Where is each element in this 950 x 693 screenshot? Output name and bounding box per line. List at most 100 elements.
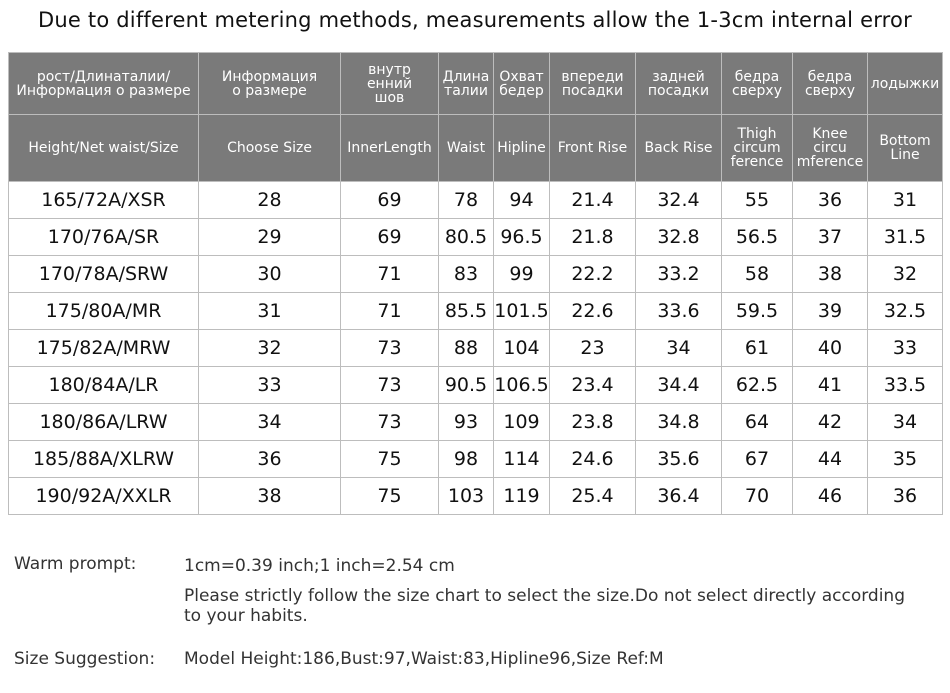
table-cell: 106.5 — [493, 366, 550, 404]
table-cell: 32 — [867, 255, 943, 293]
table-cell: 34.4 — [635, 366, 722, 404]
column-header-ru: Длина талии — [438, 52, 494, 115]
table-cell: 78 — [438, 181, 494, 219]
table-cell: 90.5 — [438, 366, 494, 404]
table-cell: 85.5 — [438, 292, 494, 330]
column-header-en: InnerLength — [340, 114, 439, 182]
table-cell: 69 — [340, 181, 439, 219]
table-cell: 34 — [635, 329, 722, 367]
header-row-english: Height/Net waist/Size Choose Size InnerLen… — [8, 114, 943, 182]
table-cell: 71 — [340, 255, 439, 293]
table-cell: 23.8 — [549, 403, 636, 441]
table-cell: 109 — [493, 403, 550, 441]
column-header-ru: Информация о размере — [198, 52, 341, 115]
table-cell: 70 — [721, 477, 793, 515]
column-header-en: Back Rise — [635, 114, 722, 182]
table-cell: 23.4 — [549, 366, 636, 404]
column-header-en: Knee circu mference — [792, 114, 868, 182]
column-header-en: Front Rise — [549, 114, 636, 182]
table-cell: 29 — [198, 218, 341, 256]
table-cell: 37 — [792, 218, 868, 256]
table-cell: 35.6 — [635, 440, 722, 478]
table-cell: 98 — [438, 440, 494, 478]
table-row: 180/86A/LRW 34 73 93 109 23.8 34.8 64 42 34 — [8, 403, 943, 441]
table-cell: 44 — [792, 440, 868, 478]
table-cell: 39 — [792, 292, 868, 330]
table-cell: 28 — [198, 181, 341, 219]
column-header-ru: впереди посадки — [549, 52, 636, 115]
table-cell: 119 — [493, 477, 550, 515]
table-cell: 75 — [340, 477, 439, 515]
table-cell: 83 — [438, 255, 494, 293]
table-cell: 30 — [198, 255, 341, 293]
table-cell: 170/78A/SRW — [8, 255, 199, 293]
table-cell: 33.6 — [635, 292, 722, 330]
table-cell: 80.5 — [438, 218, 494, 256]
table-cell: 61 — [721, 329, 793, 367]
table-row: 185/88A/XLRW 36 75 98 114 24.6 35.6 67 44 35 — [8, 440, 943, 478]
table-cell: 33 — [867, 329, 943, 367]
table-cell: 185/88A/XLRW — [8, 440, 199, 478]
table-cell: 22.2 — [549, 255, 636, 293]
table-cell: 62.5 — [721, 366, 793, 404]
warm-prompt-instruction: Please strictly follow the size chart to… — [184, 586, 905, 626]
table-cell: 21.8 — [549, 218, 636, 256]
table-row: 165/72A/XSR 28 69 78 94 21.4 32.4 55 36 31 — [8, 181, 943, 219]
table-cell: 32 — [198, 329, 341, 367]
table-cell: 73 — [340, 329, 439, 367]
size-suggestion-value: Model Height:186,Bust:97,Waist:83,Hiplin… — [184, 649, 664, 669]
table-cell: 175/82A/MRW — [8, 329, 199, 367]
table-cell: 22.6 — [549, 292, 636, 330]
table-cell: 34 — [867, 403, 943, 441]
table-cell: 165/72A/XSR — [8, 181, 199, 219]
size-suggestion-label: Size Suggestion: — [14, 649, 156, 669]
table-cell: 175/80A/MR — [8, 292, 199, 330]
table-cell: 114 — [493, 440, 550, 478]
column-header-en: Choose Size — [198, 114, 341, 182]
table-row: 190/92A/XXLR 38 75 103 119 25.4 36.4 70 46 36 — [8, 477, 943, 515]
table-cell: 31 — [867, 181, 943, 219]
size-chart-body: 165/72A/XSR 28 69 78 94 21.4 32.4 55 36 31 170/76A… — [8, 181, 943, 515]
table-cell: 24.6 — [549, 440, 636, 478]
column-header-ru: рост/Длинаталии/ Информация о размере — [8, 52, 199, 115]
table-cell: 59.5 — [721, 292, 793, 330]
table-row: 175/82A/MRW 32 73 88 104 23 34 61 40 33 — [8, 329, 943, 367]
table-cell: 36 — [792, 181, 868, 219]
column-header-en: Hipline — [493, 114, 550, 182]
column-header-ru: внутр енний шов — [340, 52, 439, 115]
page-title: Due to different metering methods, measu… — [38, 8, 912, 32]
table-cell: 32.8 — [635, 218, 722, 256]
table-cell: 103 — [438, 477, 494, 515]
table-cell: 93 — [438, 403, 494, 441]
table-cell: 180/86A/LRW — [8, 403, 199, 441]
table-cell: 180/84A/LR — [8, 366, 199, 404]
table-cell: 35 — [867, 440, 943, 478]
table-cell: 94 — [493, 181, 550, 219]
table-cell: 56.5 — [721, 218, 793, 256]
table-cell: 25.4 — [549, 477, 636, 515]
table-cell: 96.5 — [493, 218, 550, 256]
table-cell: 190/92A/XXLR — [8, 477, 199, 515]
table-cell: 170/76A/SR — [8, 218, 199, 256]
table-cell: 31.5 — [867, 218, 943, 256]
table-cell: 33.2 — [635, 255, 722, 293]
table-cell: 64 — [721, 403, 793, 441]
table-cell: 36 — [198, 440, 341, 478]
column-header-ru: Охват бедер — [493, 52, 550, 115]
table-cell: 36 — [867, 477, 943, 515]
table-cell: 99 — [493, 255, 550, 293]
column-header-en: Bottom Line — [867, 114, 943, 182]
header-row-russian: рост/Длинаталии/ Информация о размере Инф… — [8, 52, 943, 115]
table-row: 170/78A/SRW 30 71 83 99 22.2 33.2 58 38 32 — [8, 255, 943, 293]
table-cell: 33 — [198, 366, 341, 404]
table-cell: 41 — [792, 366, 868, 404]
table-cell: 34.8 — [635, 403, 722, 441]
column-header-ru: бедра сверху — [721, 52, 793, 115]
table-cell: 42 — [792, 403, 868, 441]
table-cell: 36.4 — [635, 477, 722, 515]
table-cell: 104 — [493, 329, 550, 367]
table-row: 170/76A/SR 29 69 80.5 96.5 21.8 32.8 56.5 37 31.5 — [8, 218, 943, 256]
column-header-ru: лодыжки — [867, 52, 943, 115]
table-cell: 58 — [721, 255, 793, 293]
column-header-en: Waist — [438, 114, 494, 182]
